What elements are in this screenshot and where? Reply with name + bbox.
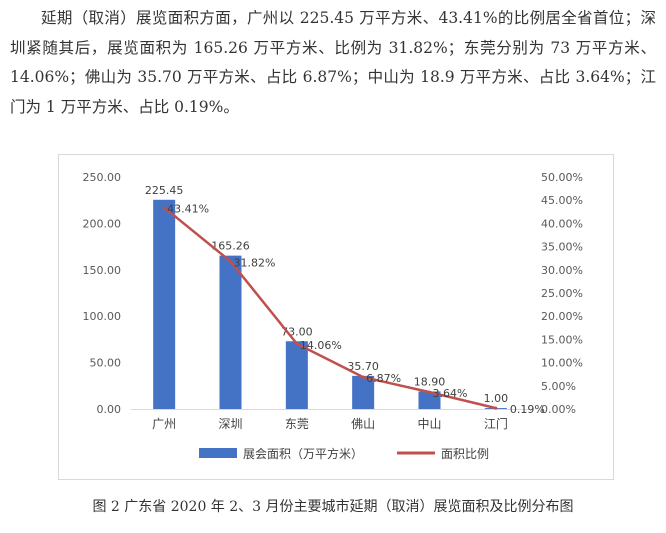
bar xyxy=(285,341,308,409)
legend-bar-swatch xyxy=(199,448,237,458)
bar xyxy=(418,391,441,409)
ratio-value-label: 3.64% xyxy=(433,387,468,400)
ratio-point xyxy=(361,375,365,379)
ratio-value-label: 6.87% xyxy=(366,372,401,385)
ratio-line xyxy=(163,206,497,410)
y-right-tick-label: 15.00% xyxy=(541,333,583,346)
ratio-point xyxy=(229,259,232,263)
combo-chart: 0.00 50.00 100.00 150.00 200.00 250.00 0.00% 5.… xyxy=(58,154,614,480)
ratio-value-label: 0.19% xyxy=(510,403,545,416)
ratio-value-label: 31.82% xyxy=(234,256,276,269)
x-category-label: 深圳 xyxy=(218,417,242,431)
ratio-value-label: 14.06% xyxy=(300,339,342,352)
y-right-tick-label: 40.00% xyxy=(541,217,583,230)
y-left-tick-label: 100.00 xyxy=(83,310,122,323)
x-category-label: 江门 xyxy=(484,416,508,431)
bar xyxy=(352,375,375,409)
y-left-tick-label: 150.00 xyxy=(83,264,122,277)
legend-line-label: 面积比例 xyxy=(441,447,489,461)
y-left-tick-label: 50.00 xyxy=(90,357,122,370)
ratio-point xyxy=(494,406,498,410)
x-category-label: 中山 xyxy=(417,416,441,431)
x-category-label: 东莞 xyxy=(285,417,309,431)
figure-caption: 图 2 广东省 2020 年 2、3 月份主要城市延期（取消）展览面积及比例分布… xyxy=(92,499,574,515)
article-paragraph: 延期（取消）展览面积方面，广州以 225.45 万平方米、43.41%的比例居全… xyxy=(10,9,656,116)
chart-svg: 0.00 50.00 100.00 150.00 200.00 250.00 0.00% 5.… xyxy=(83,171,583,461)
x-category-label: 广州 xyxy=(152,417,176,431)
bar xyxy=(153,199,176,409)
bar xyxy=(219,255,242,409)
legend-bar-label: 展会面积（万平方米） xyxy=(243,446,363,461)
y-right-tick-label: 5.00% xyxy=(541,380,576,393)
y-right-tick-label: 10.00% xyxy=(541,357,583,370)
ratio-point xyxy=(295,342,299,346)
y-right-tick-label: 35.00% xyxy=(541,241,583,254)
y-right-tick-label: 25.00% xyxy=(541,287,583,300)
x-category-label: 佛山 xyxy=(351,417,375,431)
y-left-tick-label: 250.00 xyxy=(83,171,122,184)
bar-value-label: 225.45 xyxy=(145,184,184,197)
y-right-tick-label: 30.00% xyxy=(541,264,583,277)
ratio-point xyxy=(428,390,431,394)
ratio-point xyxy=(162,206,166,210)
y-right-tick-label: 45.00% xyxy=(541,194,583,207)
y-left-tick-label: 0.00 xyxy=(97,403,122,416)
bar-value-label: 35.70 xyxy=(347,360,379,373)
y-right-tick-label: 0.00% xyxy=(541,403,576,416)
y-left-tick-label: 200.00 xyxy=(83,217,122,230)
ratio-value-label: 43.41% xyxy=(167,203,209,216)
y-right-tick-label: 50.00% xyxy=(541,171,583,184)
bar-value-label: 165.26 xyxy=(211,240,250,253)
bar-value-label: 18.90 xyxy=(414,375,446,388)
bar-value-label: 1.00 xyxy=(484,392,509,405)
y-right-tick-label: 20.00% xyxy=(541,310,583,323)
